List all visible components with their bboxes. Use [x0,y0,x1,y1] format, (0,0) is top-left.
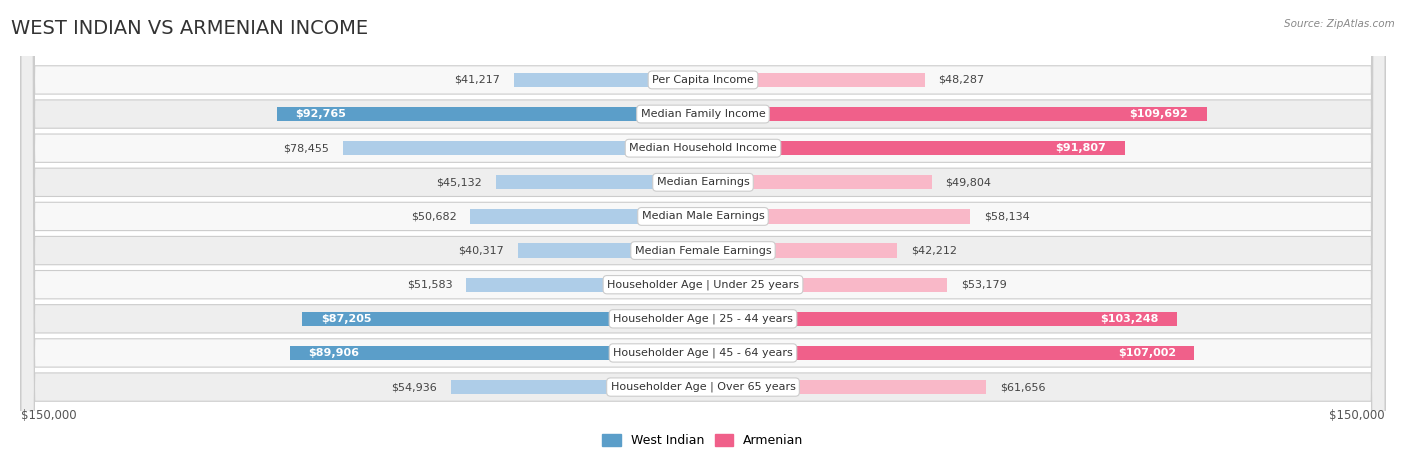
Text: $91,807: $91,807 [1056,143,1107,153]
Bar [465,277,703,292]
Text: $89,906: $89,906 [308,348,360,358]
Text: $49,804: $49,804 [945,177,991,187]
Bar [302,311,703,326]
Bar [290,346,703,360]
FancyBboxPatch shape [21,0,1385,467]
Bar [277,107,703,121]
Bar [517,243,703,258]
Text: Median Female Earnings: Median Female Earnings [634,246,772,255]
Text: $51,583: $51,583 [406,280,453,290]
Text: $109,692: $109,692 [1129,109,1188,119]
Bar [703,346,1195,360]
Text: WEST INDIAN VS ARMENIAN INCOME: WEST INDIAN VS ARMENIAN INCOME [11,19,368,38]
Text: $107,002: $107,002 [1118,348,1175,358]
Text: Median Household Income: Median Household Income [628,143,778,153]
FancyBboxPatch shape [21,0,1385,467]
Bar [470,209,703,224]
Text: Householder Age | 45 - 64 years: Householder Age | 45 - 64 years [613,348,793,358]
Text: Per Capita Income: Per Capita Income [652,75,754,85]
Bar [343,141,703,156]
Text: $150,000: $150,000 [1330,409,1385,422]
Text: $45,132: $45,132 [436,177,482,187]
Text: Householder Age | Over 65 years: Householder Age | Over 65 years [610,382,796,392]
Text: Median Family Income: Median Family Income [641,109,765,119]
Text: $150,000: $150,000 [21,409,76,422]
FancyBboxPatch shape [21,0,1385,467]
Bar [703,73,925,87]
FancyBboxPatch shape [21,0,1385,467]
Text: $41,217: $41,217 [454,75,501,85]
Text: $50,682: $50,682 [411,212,457,221]
FancyBboxPatch shape [21,0,1385,467]
Text: $61,656: $61,656 [1000,382,1046,392]
Bar [703,175,932,190]
Text: $78,455: $78,455 [283,143,329,153]
FancyBboxPatch shape [21,0,1385,467]
Bar [703,311,1177,326]
Bar [703,141,1125,156]
Bar [703,243,897,258]
Text: $48,287: $48,287 [939,75,984,85]
Text: Source: ZipAtlas.com: Source: ZipAtlas.com [1284,19,1395,28]
Text: $58,134: $58,134 [984,212,1029,221]
Text: Median Earnings: Median Earnings [657,177,749,187]
Bar [703,209,970,224]
Text: $40,317: $40,317 [458,246,503,255]
Bar [703,107,1206,121]
Bar [703,380,986,394]
Bar [496,175,703,190]
FancyBboxPatch shape [21,0,1385,467]
FancyBboxPatch shape [21,0,1385,467]
Text: $92,765: $92,765 [295,109,346,119]
Bar [703,277,948,292]
Bar [513,73,703,87]
Legend: West Indian, Armenian: West Indian, Armenian [602,434,804,447]
Text: $54,936: $54,936 [391,382,437,392]
Text: Householder Age | 25 - 44 years: Householder Age | 25 - 44 years [613,313,793,324]
Text: Median Male Earnings: Median Male Earnings [641,212,765,221]
Text: $87,205: $87,205 [321,314,371,324]
FancyBboxPatch shape [21,0,1385,467]
Text: $53,179: $53,179 [962,280,1007,290]
Text: $42,212: $42,212 [911,246,956,255]
FancyBboxPatch shape [21,0,1385,467]
Bar [451,380,703,394]
Text: $103,248: $103,248 [1101,314,1159,324]
Text: Householder Age | Under 25 years: Householder Age | Under 25 years [607,279,799,290]
